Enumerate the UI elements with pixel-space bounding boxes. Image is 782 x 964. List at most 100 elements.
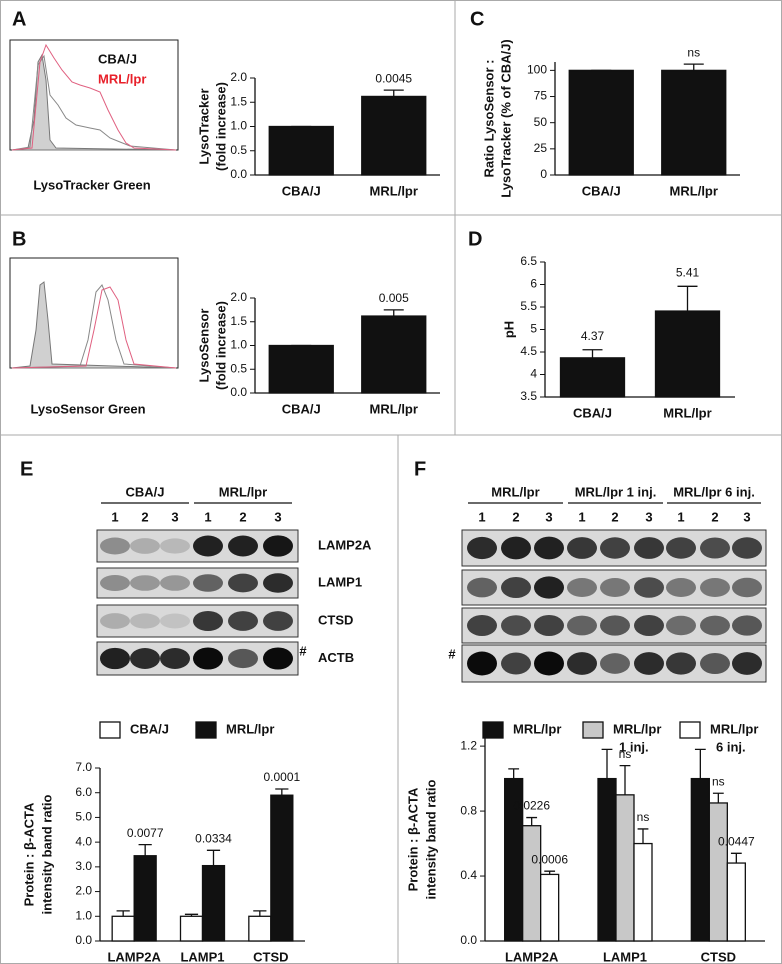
y-axis-label: (fold increase): [213, 301, 228, 390]
y-tick-label: 2.0: [230, 290, 247, 304]
annotation: 0.0001: [263, 770, 300, 784]
annotation: 0.0334: [195, 831, 232, 845]
lane-number: 2: [141, 509, 148, 524]
blot-band: [732, 537, 762, 559]
blot-band: [228, 535, 258, 557]
annotation: 0.0045: [375, 71, 412, 85]
x-tick-label: MRL/lpr: [663, 405, 711, 420]
error-bar: [508, 768, 520, 779]
annotation: 0.0226: [513, 799, 550, 813]
lane-number: 1: [677, 509, 684, 524]
legend-label: MRL/lpr: [98, 71, 146, 86]
bar: [597, 777, 617, 942]
blot-band: [700, 537, 730, 559]
lane-group-label: MRL/lpr: [219, 484, 267, 499]
x-tick-label: LAMP2A: [505, 949, 559, 964]
y-tick-label: 1.2: [460, 738, 477, 752]
error-bar: [544, 870, 556, 875]
y-tick-label: 2.0: [75, 884, 92, 898]
annotation: ns: [712, 774, 725, 788]
error-bar: [206, 849, 221, 866]
x-tick-label: CTSD: [253, 949, 288, 964]
x-tick-label: LAMP2A: [107, 949, 161, 964]
panel-letter: B: [12, 228, 26, 250]
y-tick-label: 3.0: [75, 859, 92, 873]
blot-band: [160, 538, 190, 554]
blot-band: [130, 538, 160, 554]
blot-band: [534, 536, 564, 560]
blot-band: [567, 652, 597, 675]
y-tick-label: 25: [534, 141, 548, 155]
blot-band: [100, 647, 130, 670]
y-tick-label: 1.5: [230, 94, 247, 108]
blot-band: [501, 652, 531, 675]
lane-number: 1: [478, 509, 485, 524]
blot-band: [600, 537, 630, 559]
y-tick-label: 5: [530, 322, 537, 336]
legend-swatch: [99, 721, 121, 739]
legend-label: CBA/J: [98, 51, 137, 66]
x-tick-label: LAMP1: [603, 949, 647, 964]
bar: [268, 344, 334, 394]
panel-letter: D: [468, 228, 482, 250]
y-tick-label: 0.0: [230, 385, 247, 399]
legend-label: 1 inj.: [619, 739, 649, 754]
blot-band: [263, 535, 293, 557]
y-axis-label: intensity band ratio: [39, 794, 54, 914]
blot-band: [193, 574, 223, 592]
error-bar: [383, 309, 404, 317]
band-label: LAMP1: [318, 574, 362, 589]
bar: [361, 315, 427, 394]
blot-band: [228, 648, 258, 669]
error-bar: [582, 349, 603, 358]
legend-label: MRL/lpr: [226, 721, 274, 736]
blot-band: [193, 647, 223, 670]
blot-band: [193, 535, 223, 557]
error-bar: [637, 828, 649, 844]
y-tick-label: 3.5: [520, 389, 537, 403]
blot-band: [634, 652, 664, 675]
blot-band: [130, 648, 160, 669]
x-axis-label: LysoTracker Green: [33, 177, 150, 192]
y-axis-label: LysoTracker (% of CBA/J): [498, 39, 513, 197]
blot-band: [700, 615, 730, 636]
y-tick-label: 6.5: [520, 254, 537, 268]
bar: [654, 310, 721, 398]
bar: [201, 864, 226, 942]
legend-swatch: [482, 721, 504, 739]
error-bar: [712, 792, 724, 803]
blot-band: [666, 578, 696, 597]
annotation: 0.0447: [718, 834, 755, 848]
legend-swatch: [679, 721, 701, 739]
x-tick-label: MRL/lpr: [370, 401, 418, 416]
bar: [661, 69, 727, 176]
x-tick-label: LAMP1: [180, 949, 224, 964]
y-tick-label: 5.5: [520, 299, 537, 313]
legend-swatch: [582, 721, 604, 739]
blot-band: [228, 573, 258, 593]
bar: [133, 855, 157, 942]
y-axis-label: LysoSensor: [196, 309, 211, 383]
band-label: ACTB: [318, 650, 354, 665]
blot-band: [501, 536, 531, 560]
annotation: 0.005: [379, 291, 409, 305]
x-tick-label: CBA/J: [582, 183, 621, 198]
lane-number: 2: [512, 509, 519, 524]
error-bar: [383, 89, 404, 97]
legend-label: 6 inj.: [716, 739, 746, 754]
lane-number: 2: [611, 509, 618, 524]
error-bar: [526, 816, 538, 826]
error-bar: [275, 788, 289, 796]
blot-band: [193, 610, 223, 632]
lane-group-label: MRL/lpr: [491, 484, 539, 499]
y-tick-label: 0: [540, 167, 547, 181]
error-bar: [677, 285, 698, 312]
blot-band: [666, 537, 696, 559]
y-axis-label: Ratio LysoSensor :: [481, 60, 496, 178]
band-marker: #: [448, 646, 456, 661]
bar: [268, 125, 334, 176]
legend-label: MRL/lpr: [513, 721, 561, 736]
lane-number: 3: [645, 509, 652, 524]
error-bar: [683, 63, 704, 71]
